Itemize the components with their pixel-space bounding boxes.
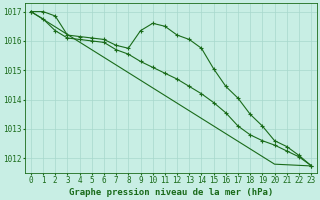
X-axis label: Graphe pression niveau de la mer (hPa): Graphe pression niveau de la mer (hPa) — [69, 188, 273, 197]
